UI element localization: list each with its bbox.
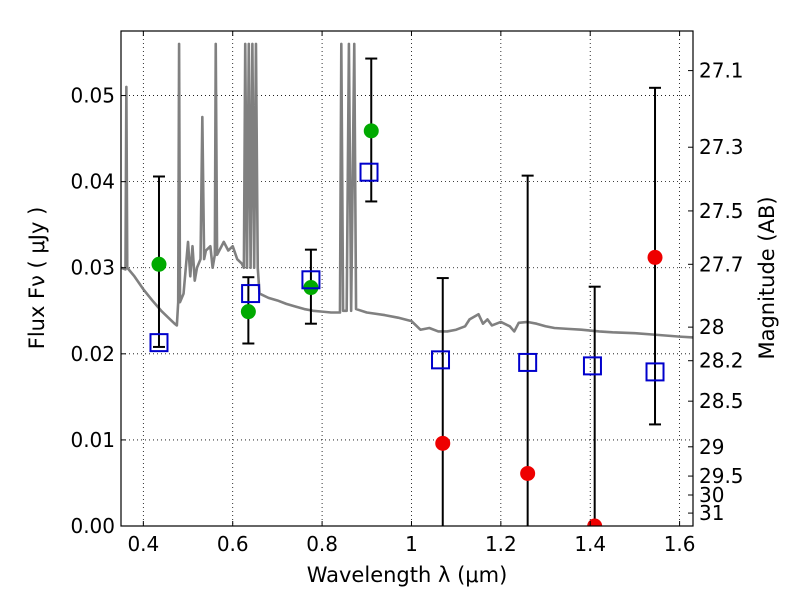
y-tick-label: 0.04 — [70, 170, 115, 194]
error-bars — [152, 57, 662, 526]
y-axis-label: Flux Fν ( μJy ) — [25, 207, 49, 350]
data-point — [520, 465, 536, 481]
model-point — [645, 362, 665, 382]
spectrum-line — [121, 42, 693, 339]
y-tick-label: 0.00 — [70, 514, 115, 538]
x-tick-label: 1 — [405, 532, 418, 556]
model-point — [582, 356, 602, 376]
y-tick-label: 0.02 — [70, 342, 115, 366]
x-tick-label: 1.6 — [664, 532, 696, 556]
model-point — [149, 333, 169, 353]
model-point — [431, 350, 451, 370]
markers — [149, 123, 665, 526]
data-point — [435, 435, 451, 451]
x-tick-label: 0.8 — [306, 532, 338, 556]
right-tick-label: 31 — [699, 501, 724, 525]
data-point — [647, 249, 663, 265]
x-tick-label: 0.6 — [217, 532, 249, 556]
data-point — [363, 123, 379, 139]
right-tick-label: 28.5 — [699, 389, 744, 413]
data-point — [587, 518, 603, 526]
model-point — [241, 284, 261, 304]
right-tick-label: 27.7 — [699, 252, 744, 276]
right-tick-label: 28 — [699, 315, 724, 339]
right-tick-label: 27.1 — [699, 59, 744, 83]
right-axis-label: Magnitude (AB) — [755, 196, 779, 359]
right-tick-label: 27.5 — [699, 199, 744, 223]
right-tick-label: 27.3 — [699, 135, 744, 159]
y-tick-label: 0.03 — [70, 256, 115, 280]
model-point — [301, 270, 321, 290]
grid — [121, 31, 693, 527]
x-tick-label: 1.4 — [574, 532, 606, 556]
x-axis-label: Wavelength λ (μm) — [307, 563, 508, 587]
y-tick-label: 0.05 — [70, 84, 115, 108]
y-tick-label: 0.01 — [70, 428, 115, 452]
plot-frame — [120, 30, 694, 527]
spectrum — [121, 42, 693, 339]
data-point — [240, 304, 256, 320]
right-tick-label: 30 — [699, 483, 724, 507]
right-tick-label: 29 — [699, 435, 724, 459]
data-point — [151, 256, 167, 272]
right-tick-label: 28.2 — [699, 349, 744, 373]
model-point — [359, 162, 379, 182]
model-point — [518, 352, 538, 372]
x-tick-label: 1.2 — [485, 532, 517, 556]
x-tick-label: 0.4 — [127, 532, 159, 556]
axis-ticks: 0.4 0.6 0.8 1 1.2 1.4 1.6 0.00 0.01 0.02 0.03 0.04 0… — [70, 31, 744, 556]
right-tick-label: 29.5 — [699, 464, 744, 488]
